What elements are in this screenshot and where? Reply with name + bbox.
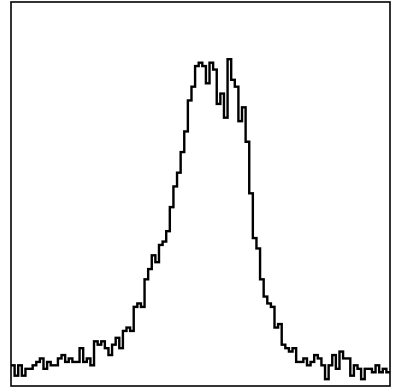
plot-frame: [10, 1, 391, 387]
series-step-line: [11, 58, 390, 381]
